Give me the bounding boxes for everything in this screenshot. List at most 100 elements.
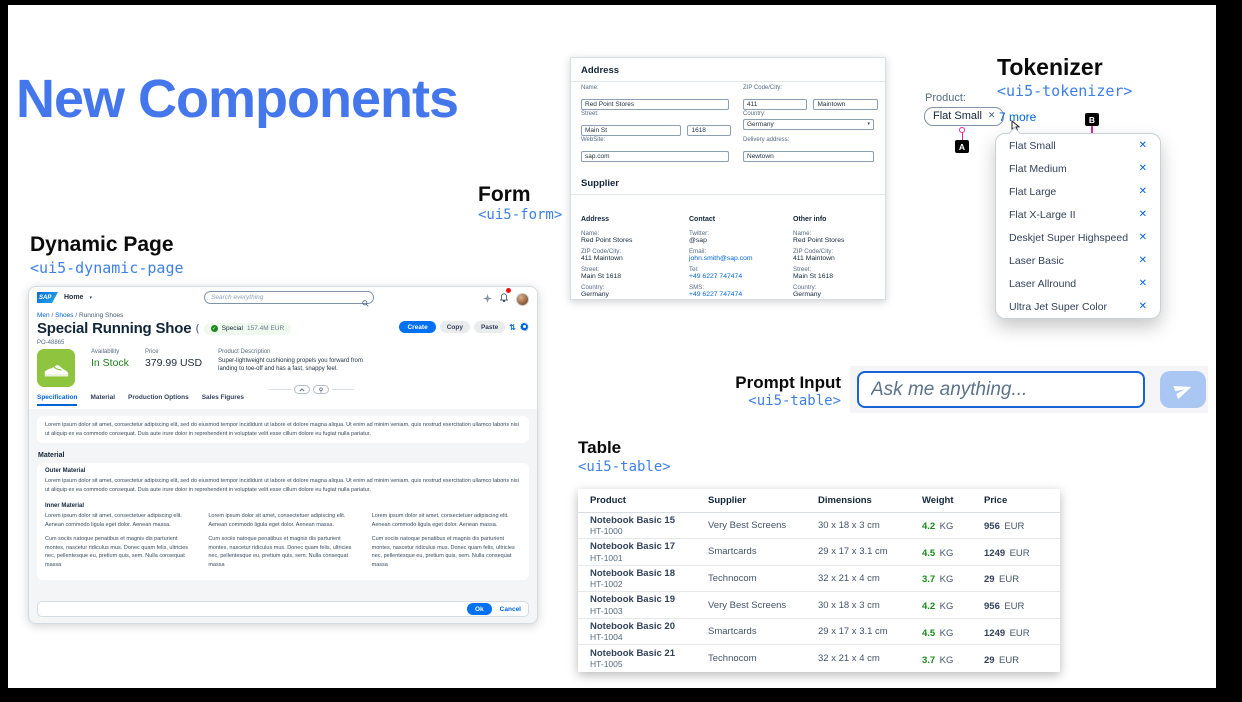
delivery-address-input[interactable]: [743, 150, 874, 162]
popup-close-icon[interactable]: ✕: [1138, 232, 1147, 243]
weight-unit: KG: [939, 521, 954, 533]
slide-title: New Components: [16, 69, 459, 129]
shellbar-search-input[interactable]: [204, 291, 374, 304]
search-icon: [362, 294, 369, 312]
popup-close-icon[interactable]: ✕: [1138, 301, 1147, 312]
dimensions-cell: 29 x 17 x 3.1 cm: [806, 617, 910, 645]
name-input[interactable]: [581, 98, 729, 110]
description-facet: Product Description Super-lightweight cu…: [218, 349, 376, 387]
popup-item[interactable]: Flat Large ✕: [996, 180, 1160, 203]
popup-item[interactable]: Deskjet Super Highspeed ✕: [996, 226, 1160, 249]
form-screenshot: Address Name: ZIP Code/City: Street: Cou…: [570, 57, 886, 300]
inner-material-column: Lorem ipsum dolor sit amet, consectetuer…: [45, 512, 194, 575]
table-row: Notebook Basic 17 HT-1001 Smartcards 29 x…: [578, 538, 1060, 566]
street-field: Street:: [581, 111, 732, 137]
field-label: Tel:: [689, 266, 699, 273]
cancel-button[interactable]: Cancel: [499, 605, 521, 613]
zip-input[interactable]: [743, 98, 807, 110]
collapse-header-button[interactable]: [294, 385, 310, 394]
tab-sales-figures[interactable]: Sales Figures: [201, 394, 244, 401]
notifications-bell-icon[interactable]: [499, 288, 511, 308]
name-field: Name:: [581, 85, 729, 111]
weight-unit: KG: [939, 574, 954, 586]
product-code: HT-1004: [590, 632, 623, 643]
field-label: Country:: [581, 284, 605, 291]
inner-material-paragraph: Cum sociis natoque penatibus et magnis d…: [45, 536, 189, 568]
zip-city-field: ZIP Code/City:: [743, 85, 879, 111]
weight-unit: KG: [939, 627, 954, 639]
availability-value: In Stock: [91, 357, 129, 369]
n-more-link[interactable]: 7 more: [999, 110, 1037, 124]
assistant-icon[interactable]: [483, 290, 492, 308]
website-label: WebSite:: [581, 137, 606, 143]
avatar[interactable]: [516, 292, 529, 306]
price-facet: Price 379.99 USD: [145, 349, 202, 387]
column-header-weight[interactable]: Weight: [910, 489, 972, 513]
pin-b-line: [1091, 126, 1093, 139]
ok-button[interactable]: Ok: [467, 603, 492, 615]
popup-close-icon[interactable]: ✕: [1138, 209, 1147, 220]
outer-material-heading: Outer Material: [45, 468, 86, 475]
token-close-icon[interactable]: ✕: [987, 111, 996, 121]
status-badge-amount: 157.4M EUR: [246, 325, 285, 332]
tab-production-options[interactable]: Production Options: [128, 394, 189, 401]
description-value: Super-lightweight cushioning propels you…: [218, 358, 363, 373]
popup-close-icon[interactable]: ✕: [1138, 163, 1147, 174]
breadcrumb-shoes[interactable]: Shoes: [55, 312, 74, 319]
street-label: Street:: [581, 111, 599, 117]
paste-button[interactable]: Paste: [473, 321, 506, 333]
country-select[interactable]: Germany ▾: [743, 118, 874, 130]
popup-item[interactable]: Flat X-Large II ✕: [996, 203, 1160, 226]
column-header-price[interactable]: Price: [972, 489, 1060, 513]
inner-material-paragraph: Lorem ipsum dolor sit amet, consectetuer…: [208, 513, 346, 528]
field-value: Main St 1618: [581, 273, 622, 280]
sms-link[interactable]: +49 6227 747474: [689, 291, 743, 298]
popup-close-icon[interactable]: ✕: [1138, 140, 1147, 151]
popup-item[interactable]: Flat Small ✕: [996, 134, 1160, 157]
popup-close-icon[interactable]: ✕: [1138, 186, 1147, 197]
table-row: Notebook Basic 18 HT-1002 Technocom 32 x …: [578, 564, 1060, 592]
field-value: Red Point Stores: [793, 237, 845, 244]
popup-close-icon[interactable]: ✕: [1138, 278, 1147, 289]
tab-material[interactable]: Material: [90, 394, 116, 401]
shellbar-menu-home[interactable]: Home: [64, 294, 84, 301]
breadcrumb-men[interactable]: Men: [37, 312, 50, 319]
supplier-cell: Very Best Screens: [696, 591, 806, 619]
column-header-supplier[interactable]: Supplier: [696, 489, 806, 513]
street-input[interactable]: [581, 124, 681, 136]
field-label: Name:: [793, 230, 812, 237]
popup-close-icon[interactable]: ✕: [1138, 255, 1147, 266]
column-header-product[interactable]: Product: [578, 489, 696, 513]
inner-material-column: Lorem ipsum dolor sit amet, consectetuer…: [208, 512, 357, 575]
tokenizer-tag: <ui5-tokenizer>: [997, 82, 1133, 100]
prompt-input-field[interactable]: [857, 371, 1145, 408]
copy-button[interactable]: Copy: [439, 321, 470, 333]
tel-link[interactable]: +49 6227 747474: [689, 273, 743, 280]
column-header-dimensions[interactable]: Dimensions: [806, 489, 910, 513]
specification-text-card: Lorem ipsum dolor sit amet, consectetur …: [37, 416, 529, 444]
sap-logo: SAP: [37, 292, 58, 303]
pin-a-line: [961, 133, 963, 140]
city-input[interactable]: [813, 98, 879, 110]
product-name: Notebook Basic 18: [590, 567, 675, 579]
popup-item[interactable]: Laser Allround ✕: [996, 272, 1160, 295]
create-button[interactable]: Create: [399, 321, 436, 333]
tab-specification[interactable]: Specification: [37, 394, 78, 406]
send-button[interactable]: [1160, 371, 1206, 408]
field-label: Email:: [689, 248, 707, 255]
email-link[interactable]: john.smith@sap.com: [689, 255, 753, 262]
pin-header-button[interactable]: [313, 385, 329, 394]
popup-item[interactable]: Flat Medium ✕: [996, 157, 1160, 180]
popup-item[interactable]: Ultra Jet Super Color ✕: [996, 295, 1160, 318]
price-value: 379.99 USD: [144, 357, 203, 369]
sort-icon[interactable]: ⇅: [509, 322, 516, 332]
weight-unit: KG: [939, 654, 954, 666]
token-flat-small[interactable]: Flat Small ✕: [924, 107, 1005, 126]
website-input[interactable]: [581, 150, 729, 162]
popup-item[interactable]: Laser Basic ✕: [996, 249, 1160, 272]
street-number-input[interactable]: [687, 124, 732, 136]
status-badge-label: Special: [221, 325, 243, 332]
price-value: 1249: [984, 547, 1006, 559]
gear-icon[interactable]: [520, 318, 529, 336]
breadcrumb-running-shoes: Running Shoes: [78, 312, 124, 319]
